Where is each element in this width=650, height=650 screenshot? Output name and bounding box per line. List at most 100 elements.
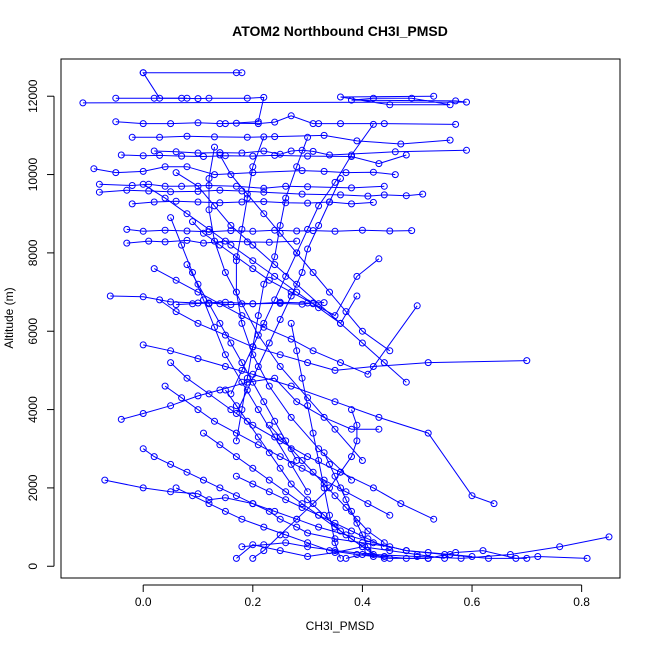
data-point [304, 453, 312, 461]
data-point [287, 413, 295, 421]
data-point [293, 515, 301, 523]
data-point [276, 547, 284, 555]
data-point [249, 464, 257, 472]
data-point [331, 539, 339, 547]
data-point [205, 175, 213, 182]
data-point [205, 300, 213, 308]
data-point [167, 488, 175, 496]
data-point [380, 120, 388, 128]
data-point [276, 515, 284, 523]
data-point [260, 319, 268, 327]
data-point [254, 120, 262, 128]
y-tick-label: 12000 [26, 79, 40, 113]
data-point [238, 69, 246, 77]
data-point [205, 94, 213, 102]
data-point [211, 237, 218, 245]
data-point [232, 453, 240, 461]
series-line [142, 183, 358, 325]
data-point [298, 504, 306, 511]
data-point [271, 151, 279, 159]
data-point [342, 488, 350, 496]
data-point [342, 496, 350, 504]
data-point [254, 331, 262, 339]
data-point [254, 363, 262, 370]
data-point [112, 118, 120, 126]
data-point [380, 359, 388, 367]
data-point [167, 120, 175, 128]
data-point [331, 523, 339, 531]
data-point [139, 180, 147, 188]
data-point [238, 515, 246, 523]
data-point [265, 507, 273, 515]
data-point [402, 547, 410, 555]
data-point [293, 237, 301, 245]
data-point [348, 96, 355, 104]
data-point [260, 147, 268, 155]
data-point [211, 323, 218, 331]
data-point [249, 351, 257, 359]
data-point [172, 276, 180, 284]
data-point [232, 472, 240, 480]
data-point [260, 210, 268, 218]
plot-data [79, 69, 613, 562]
data-point [139, 69, 147, 77]
data-point [243, 417, 251, 425]
data-point [282, 539, 290, 547]
data-point [112, 94, 120, 102]
data-point [375, 160, 383, 168]
data-point [331, 398, 339, 406]
data-point [298, 300, 306, 308]
data-point [232, 429, 240, 437]
data-point [232, 182, 240, 190]
data-point [408, 227, 416, 235]
data-point [227, 301, 235, 309]
data-point [331, 425, 339, 433]
data-point [189, 492, 196, 500]
data-point [265, 238, 273, 246]
y-axis: 0 2000 4000 6000 8000 10000 12000 [26, 79, 55, 570]
data-point [337, 191, 344, 199]
data-point [260, 133, 268, 141]
data-point [282, 182, 290, 190]
data-point [183, 210, 191, 218]
data-point [276, 351, 284, 359]
data-point [271, 133, 279, 141]
series-line [170, 362, 434, 520]
data-point [364, 535, 372, 543]
data-point [183, 374, 191, 382]
y-tick-label: 6000 [26, 318, 40, 345]
data-point [298, 500, 306, 508]
data-point [413, 302, 421, 310]
data-point [243, 238, 251, 246]
data-point [375, 425, 383, 433]
data-point [348, 507, 355, 515]
data-point [254, 406, 262, 414]
data-point [243, 133, 251, 141]
data-point [249, 541, 257, 549]
data-point [123, 186, 131, 194]
data-point [358, 457, 366, 464]
data-point [249, 300, 257, 308]
data-point [337, 554, 344, 562]
data-point [293, 227, 301, 235]
data-point [260, 523, 268, 531]
data-point [293, 347, 301, 355]
data-point [150, 94, 158, 102]
data-point [249, 480, 257, 488]
data-point [304, 225, 312, 233]
data-point [194, 187, 202, 195]
data-point [452, 120, 460, 128]
data-point [369, 363, 377, 370]
data-point [342, 504, 350, 511]
y-tick-label: 4000 [26, 396, 40, 423]
data-point [424, 554, 432, 562]
data-point [216, 441, 224, 449]
data-point [227, 171, 235, 179]
data-point [238, 543, 246, 551]
data-point [172, 308, 180, 316]
data-point [243, 194, 251, 202]
data-point [320, 476, 328, 484]
series-line [82, 95, 467, 106]
series-line [252, 409, 358, 559]
data-point [249, 241, 257, 249]
